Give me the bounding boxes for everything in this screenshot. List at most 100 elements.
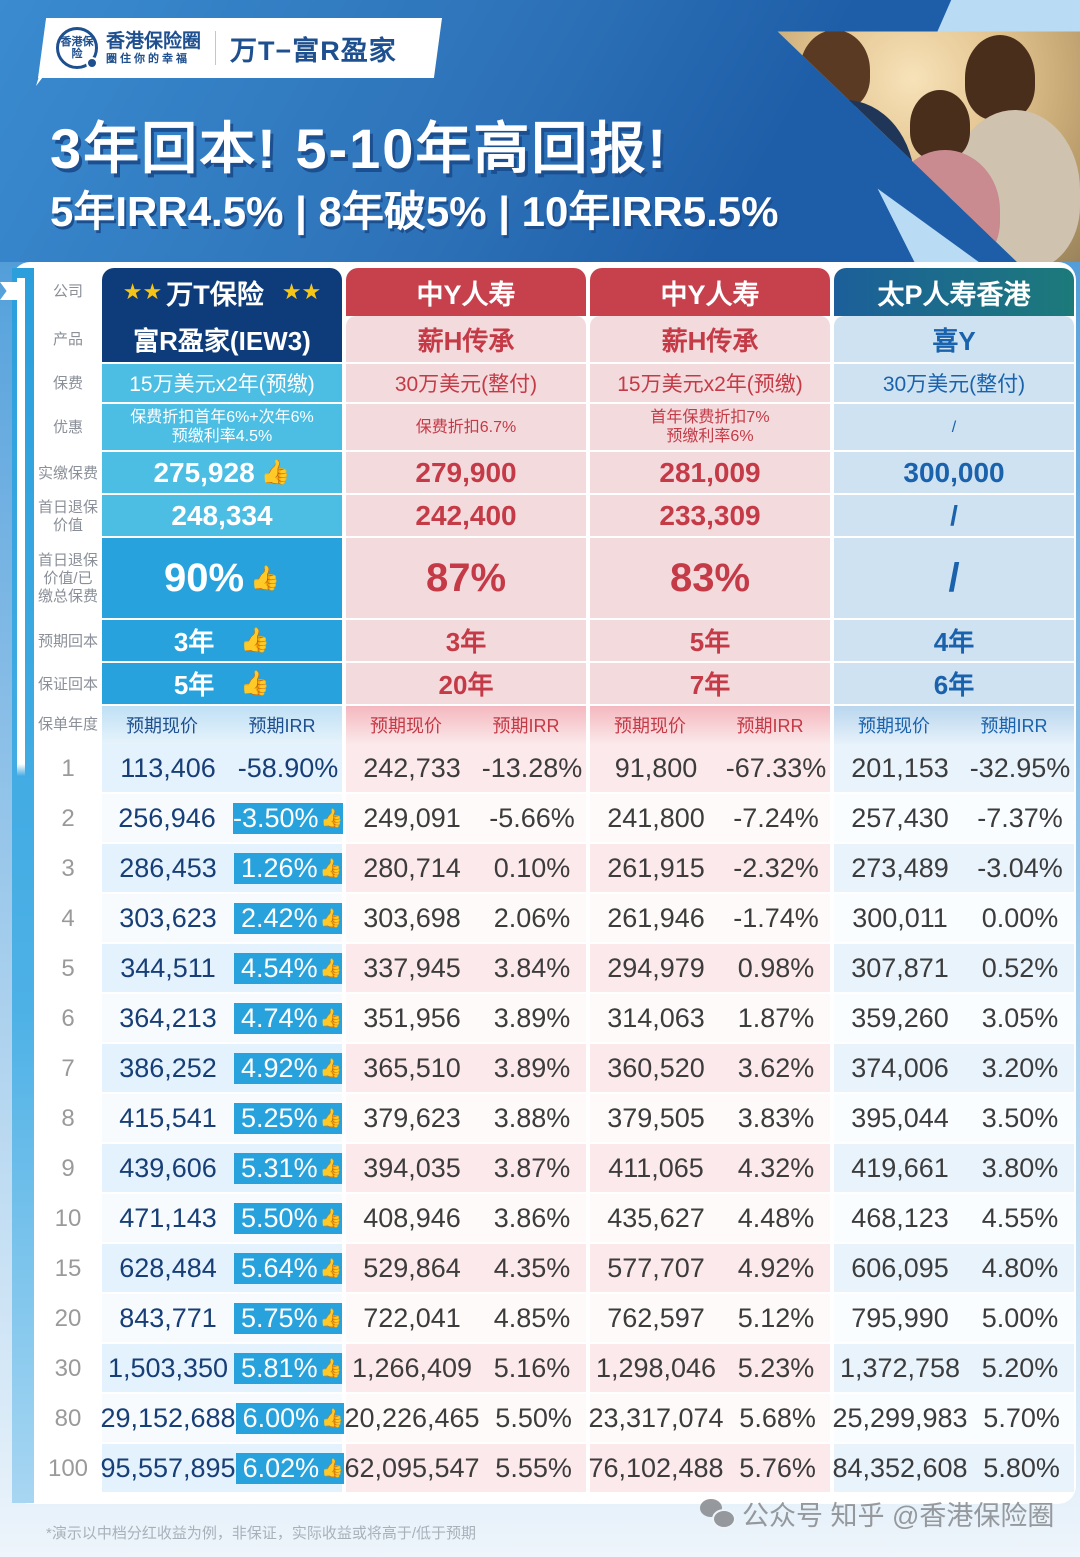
expected-value: 201,153 <box>851 752 949 783</box>
expected-value: 722,041 <box>363 1302 461 1333</box>
subheadline: 5年IRR4.5% | 8年破5% | 10年IRR5.5% <box>50 188 779 235</box>
irr-value: -3.50% <box>233 802 319 833</box>
paid-premium-cell: 281,009 <box>590 452 830 495</box>
guaranteed-breakeven-cell: 6年 <box>834 663 1074 706</box>
expected-breakeven-cell: 5年 <box>590 620 830 663</box>
cell-group-3: 360,520 3.62% <box>590 1044 830 1094</box>
irr-value: 4.54% <box>241 952 318 983</box>
cell-group-2: 1,266,409 5.16% <box>346 1344 586 1394</box>
expected-value: 280,714 <box>363 852 461 883</box>
day1-ratio-value: 90% <box>164 555 245 600</box>
expected-irr: 4.55% <box>981 1202 1059 1233</box>
table-row: 5 344,511 4.54% 👍 337,945 3.84% 294,979 0.98% 30… <box>34 944 1074 994</box>
watermark-text: 公众号 知乎 @香港保险圈 <box>742 1501 1055 1531</box>
expected-value: 286,453 <box>119 852 217 883</box>
expected-value: 95,557,895 <box>100 1452 236 1483</box>
expected-irr: -13.28% <box>481 752 583 783</box>
table-row: 20 843,771 5.75% 👍 722,041 4.85% 762,597 5.12% 7… <box>34 1294 1074 1344</box>
policy-year: 2 <box>61 805 75 832</box>
expected-value: 628,484 <box>119 1252 217 1283</box>
cell-group-3: 435,627 4.48% <box>590 1194 830 1244</box>
thumbs-up-icon: 👍 <box>319 907 342 928</box>
irr-value: 4.92% <box>241 1052 318 1083</box>
expected-irr: 5.31% 👍 <box>234 1152 342 1184</box>
expected-value: 843,771 <box>119 1302 217 1333</box>
expected-irr: 4.80% <box>981 1252 1059 1283</box>
expected-value: 408,946 <box>363 1202 461 1233</box>
expected-breakeven-cell: 3年 👍 <box>102 620 342 663</box>
policy-year: 20 <box>54 1305 82 1332</box>
table-row: 80 29,152,688 6.00% 👍 20,226,465 5.50% 23,317,… <box>34 1394 1074 1444</box>
discount-line: 首年保费折扣7% <box>650 409 770 426</box>
policy-year: 4 <box>61 905 75 932</box>
expected-irr: 5.50% 👍 <box>234 1202 342 1234</box>
brand-slogan: 圈住你的幸福 <box>106 52 190 65</box>
expected-irr: 3.88% <box>493 1102 571 1133</box>
cell-group-4: 374,006 3.20% <box>834 1044 1074 1094</box>
thumbs-up-icon: 👍 <box>321 1457 344 1478</box>
premium-cell: 30万美元(整付) <box>346 364 586 404</box>
table-row: 7 386,252 4.92% 👍 365,510 3.89% 360,520 3.62% 37… <box>34 1044 1074 1094</box>
day1-ratio-cell: 87% <box>346 538 586 620</box>
expected-irr: 3.80% <box>981 1152 1059 1183</box>
expected-irr: 5.25% 👍 <box>234 1102 342 1134</box>
cell-group-1: 95,557,895 6.02% 👍 <box>100 1444 344 1494</box>
sub-header-row: 保单年度 预期现价 预期IRR 预期现价 预期IRR 预期现价 预期IRR 预期现价预… <box>34 706 1074 744</box>
expected-irr: 6.00% 👍 <box>235 1402 344 1434</box>
expected-value: 529,864 <box>363 1252 461 1283</box>
thumbs-up-icon: 👍 <box>319 1357 342 1378</box>
cell-group-1: 303,623 2.42% 👍 <box>102 894 342 944</box>
col-header-irr: 预期IRR <box>248 716 316 736</box>
expected-value: 606,095 <box>851 1252 949 1283</box>
expected-irr: 3.05% <box>981 1002 1059 1033</box>
discount-line: 保费折扣首年6%+次年6% <box>130 409 314 426</box>
expected-value: 435,627 <box>607 1202 705 1233</box>
table-row: 1 113,406 -58.90% 242,733 -13.28% 91,800 -67.3… <box>34 744 1074 794</box>
cell-group-2: 408,946 3.86% <box>346 1194 586 1244</box>
product-cell: 薪H传承 <box>346 316 586 364</box>
cell-group-2: 379,623 3.88% <box>346 1094 586 1144</box>
expected-irr: -3.50% 👍 <box>233 802 343 834</box>
cell-group-4: 84,352,608 5.80% <box>832 1444 1074 1494</box>
cell-group-4: 419,661 3.80% <box>834 1144 1074 1194</box>
expected-irr: 1.87% <box>737 1002 815 1033</box>
expected-irr: -1.74% <box>733 902 819 933</box>
cell-group-1: 439,606 5.31% 👍 <box>102 1144 342 1194</box>
person-mother-head <box>965 35 1035 120</box>
company-header-3: 中Y人寿 <box>590 268 830 316</box>
day1-surrender-cell: 233,309 <box>590 495 830 538</box>
table-row: 3 286,453 1.26% 👍 280,714 0.10% 261,915 -2.32% 2… <box>34 844 1074 894</box>
thumbs-up-icon: 👍 <box>319 1257 342 1278</box>
expected-value: 303,623 <box>119 902 217 933</box>
expected-value: 20,226,465 <box>344 1402 480 1433</box>
expected-irr: 0.10% <box>493 852 571 883</box>
thumbs-up-icon: 👍 <box>240 670 271 697</box>
day1-ratio-cell: 83% <box>590 538 830 620</box>
person-child-head <box>910 90 970 160</box>
expected-irr: -67.33% <box>725 752 827 783</box>
expected-irr: 5.20% <box>981 1352 1059 1383</box>
policy-year: 7 <box>61 1055 75 1082</box>
policy-year: 5 <box>61 955 75 982</box>
thumbs-up-icon: 👍 <box>319 1157 342 1178</box>
person-father-head <box>800 31 870 110</box>
cell-group-4: 395,044 3.50% <box>834 1094 1074 1144</box>
expected-value: 242,733 <box>363 752 461 783</box>
cell-group-2: 249,091 -5.66% <box>346 794 586 844</box>
card-left-bar-inner <box>17 278 25 1493</box>
expected-irr: 0.98% <box>737 952 815 983</box>
expected-value: 374,006 <box>851 1052 949 1083</box>
policy-year: 100 <box>47 1455 89 1482</box>
thumbs-up-icon: 👍 <box>240 627 271 654</box>
col-header-value: 预期现价 <box>370 716 442 736</box>
expected-irr: 5.16% <box>493 1352 571 1383</box>
star-icon: ★★ <box>122 279 163 304</box>
guaranteed-breakeven-cell: 5年 👍 <box>102 663 342 706</box>
cell-group-1: 344,511 4.54% 👍 <box>102 944 342 994</box>
expected-value: 29,152,688 <box>100 1402 236 1433</box>
cell-group-1: 628,484 5.64% 👍 <box>102 1244 342 1294</box>
paid-premium-cell: 279,900 <box>346 452 586 495</box>
discount-line: 预缴利率6% <box>666 428 754 445</box>
expected-irr: -32.95% <box>969 752 1071 783</box>
expected-irr: 3.89% <box>493 1052 571 1083</box>
